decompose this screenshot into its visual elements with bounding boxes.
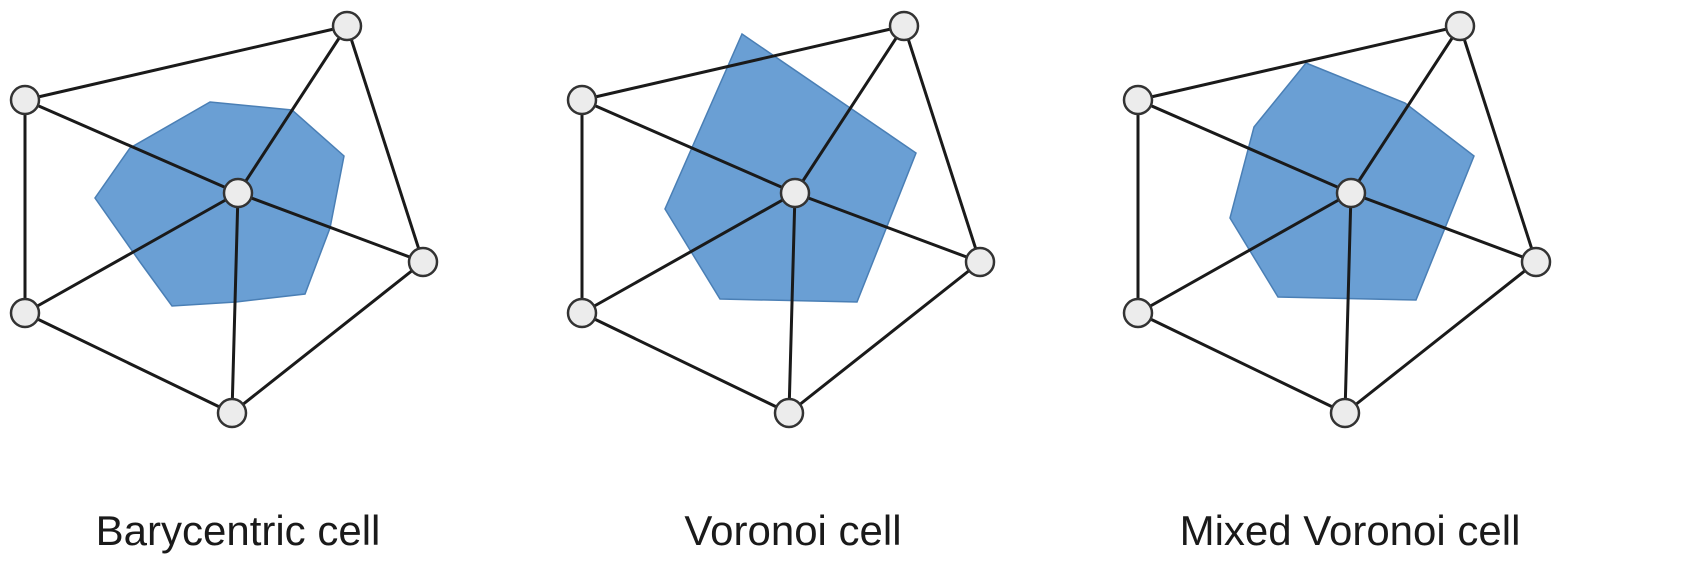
barycentric-mesh-vertex xyxy=(9,297,41,329)
mixed-voronoi-mesh-edge xyxy=(1136,191,1353,315)
mixed-voronoi-mesh-edge xyxy=(1136,311,1347,415)
mixed-voronoi-mesh-edge xyxy=(1458,24,1538,264)
barycentric-center-vertex xyxy=(222,177,254,209)
mixed-voronoi-mesh-edge xyxy=(1343,191,1353,415)
mixed-voronoi-mesh-edge xyxy=(1349,191,1538,264)
barycentric-mesh-edge xyxy=(230,191,240,415)
mixed-voronoi-cell-caption: Mixed Voronoi cell xyxy=(1179,507,1521,554)
voronoi-cell-region xyxy=(664,32,917,303)
barycentric-mesh-edge xyxy=(345,24,425,264)
barycentric-panel xyxy=(9,10,439,429)
barycentric-mesh-edge xyxy=(23,311,234,415)
mixed-voronoi-mesh-vertex xyxy=(1122,297,1154,329)
voronoi-mesh-edge xyxy=(580,98,797,195)
mixed-voronoi-mesh-vertex xyxy=(1444,10,1476,42)
barycentric-mesh-edge xyxy=(23,24,349,102)
voronoi-mesh-vertex xyxy=(888,10,920,42)
voronoi-mesh-edge xyxy=(793,24,906,195)
mixed-voronoi-mesh-edge xyxy=(1136,98,1353,195)
voronoi-mesh-edge xyxy=(580,311,791,415)
mixed-voronoi-mesh-vertex xyxy=(1122,84,1154,116)
mixed-voronoi-mesh-edge xyxy=(1349,24,1462,195)
barycentric-mesh-vertex xyxy=(331,10,363,42)
voronoi-panel xyxy=(566,10,996,429)
mixed-voronoi-mesh-vertex xyxy=(1520,246,1552,278)
barycentric-mesh-edge xyxy=(236,191,425,264)
barycentric-mesh-vertex xyxy=(407,246,439,278)
voronoi-mesh-vertex xyxy=(964,246,996,278)
barycentric-mesh-edge xyxy=(23,191,240,315)
mixed-voronoi-panel xyxy=(1122,10,1552,429)
voronoi-mesh-vertex xyxy=(566,84,598,116)
voronoi-mesh-edge xyxy=(787,191,797,415)
mixed-voronoi-center-vertex xyxy=(1335,177,1367,209)
voronoi-center-vertex xyxy=(779,177,811,209)
voronoi-mesh-edge xyxy=(902,24,982,264)
voronoi-mesh-edge xyxy=(580,191,797,315)
barycentric-mesh-vertex xyxy=(9,84,41,116)
voronoi-mesh-vertex xyxy=(773,397,805,429)
mixed-voronoi-mesh-edge xyxy=(1136,24,1462,102)
barycentric-mesh-edge xyxy=(230,260,425,415)
barycentric-mesh-edge xyxy=(23,98,240,195)
voronoi-mesh-edge xyxy=(787,260,982,415)
barycentric-mesh-edge xyxy=(236,24,349,195)
mixed-voronoi-mesh-vertex xyxy=(1329,397,1361,429)
voronoi-mesh-edge xyxy=(793,191,982,264)
barycentric-cell-caption: Barycentric cell xyxy=(95,507,381,554)
voronoi-mesh-edge xyxy=(580,24,906,102)
mixed-voronoi-mesh-edge xyxy=(1343,260,1538,415)
barycentric-mesh-vertex xyxy=(216,397,248,429)
voronoi-cell-caption: Voronoi cell xyxy=(684,507,902,554)
voronoi-mesh-vertex xyxy=(566,297,598,329)
